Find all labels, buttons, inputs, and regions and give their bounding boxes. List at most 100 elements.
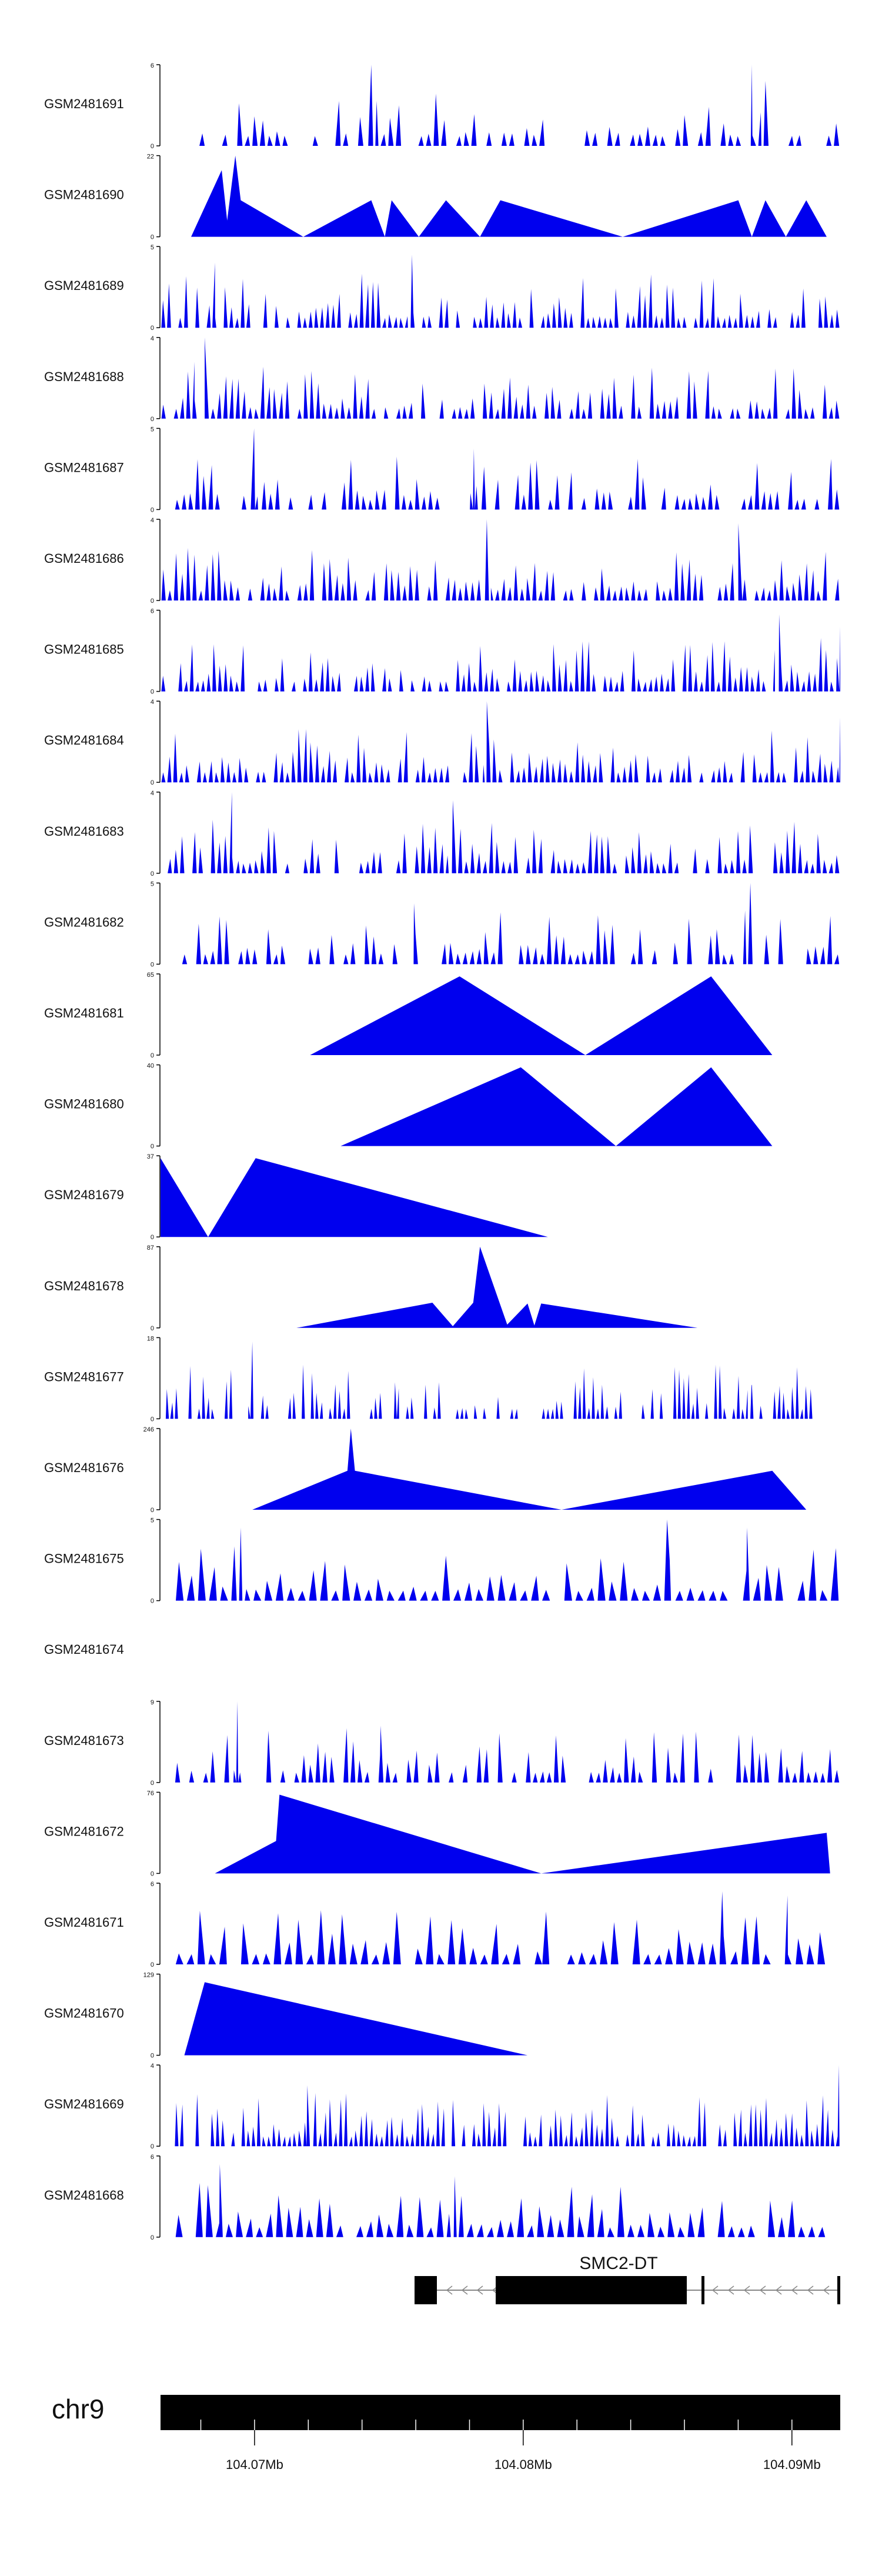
y-tick-label-max: 4 xyxy=(151,790,154,797)
chromosome-axis-track: chr9 104.07Mb 104.08Mb 104.09Mb xyxy=(52,2394,840,2472)
signal-area xyxy=(191,155,827,237)
track-label: GSM2481690 xyxy=(44,188,124,202)
y-tick-label-min: 0 xyxy=(151,1234,154,1241)
track-GSM2481684: GSM2481684 4 0 xyxy=(44,699,844,786)
strand-arrow xyxy=(711,2285,719,2295)
signal-area xyxy=(340,1067,773,1146)
gene-exon xyxy=(701,2276,704,2304)
signal-area xyxy=(174,2065,843,2147)
track-GSM2481686: GSM2481686 4 0 xyxy=(44,517,840,605)
track-label: GSM2481680 xyxy=(44,1097,124,1112)
track-GSM2481685: GSM2481685 6 0 xyxy=(44,608,844,696)
y-tick-label-max: 4 xyxy=(151,517,154,524)
signal-area xyxy=(161,1158,840,1237)
y-tick-label-max: 5 xyxy=(151,244,154,251)
signal-area xyxy=(252,1429,807,1510)
strand-arrow xyxy=(476,2285,483,2295)
track-GSM2481678: GSM2481678 87 0 xyxy=(44,1244,698,1332)
y-tick-label-min: 0 xyxy=(151,1052,154,1059)
x-axis: 104.07Mb 104.08Mb 104.09Mb xyxy=(200,2420,821,2472)
y-tick-label-min: 0 xyxy=(151,416,154,423)
track-label: GSM2481674 xyxy=(44,1642,124,1657)
track-label: GSM2481677 xyxy=(44,1369,124,1384)
track-GSM2481688: GSM2481688 4 0 xyxy=(44,335,840,423)
strand-arrow xyxy=(775,2285,782,2295)
y-tick-label-min: 0 xyxy=(151,1598,154,1605)
track-GSM2481673: GSM2481673 9 0 xyxy=(44,1699,841,1787)
strand-arrow xyxy=(759,2285,766,2295)
strand-arrows xyxy=(446,2285,830,2295)
track-label: GSM2481670 xyxy=(44,2006,124,2021)
signal-area xyxy=(174,883,841,965)
y-tick-label-min: 0 xyxy=(151,1507,154,1514)
y-tick-label-min: 0 xyxy=(151,1143,154,1150)
signal-area xyxy=(174,2164,827,2237)
track-GSM2481681: GSM2481681 65 0 xyxy=(44,972,773,1059)
y-tick-label-max: 6 xyxy=(151,1881,154,1888)
track-label: GSM2481689 xyxy=(44,278,124,293)
track-GSM2481675: GSM2481675 5 0 xyxy=(44,1517,841,1605)
track-label: GSM2481676 xyxy=(44,1460,124,1475)
x-tick-label: 104.09Mb xyxy=(763,2457,821,2472)
track-label: GSM2481668 xyxy=(44,2188,124,2203)
y-tick-label-min: 0 xyxy=(151,1961,154,1968)
track-label: GSM2481691 xyxy=(44,96,124,111)
y-tick-label-max: 6 xyxy=(151,2154,154,2161)
gene-exon xyxy=(415,2276,437,2304)
y-tick-label-min: 0 xyxy=(151,2143,154,2150)
y-tick-label-max: 5 xyxy=(151,880,154,887)
track-GSM2481670: GSM2481670 129 0 xyxy=(44,1972,528,2060)
y-tick-label-min: 0 xyxy=(151,961,154,968)
y-tick-label-min: 0 xyxy=(151,870,154,877)
signal-area xyxy=(215,1794,830,1874)
y-tick-label-min: 0 xyxy=(151,1416,154,1423)
track-GSM2481687: GSM2481687 5 0 xyxy=(44,426,841,513)
y-tick-label-min: 0 xyxy=(151,506,154,513)
y-tick-label-max: 6 xyxy=(151,62,154,69)
gene-annotation-track: SMC2-DT xyxy=(415,2254,840,2304)
track-label: GSM2481671 xyxy=(44,1915,124,1930)
track-GSM2481689: GSM2481689 5 0 xyxy=(44,244,840,332)
signal-area xyxy=(161,519,840,600)
y-tick-label-max: 9 xyxy=(151,1699,154,1706)
strand-arrow xyxy=(743,2285,750,2295)
y-tick-label-min: 0 xyxy=(151,1870,154,1877)
signal-area xyxy=(161,614,844,692)
strand-arrow xyxy=(823,2285,830,2295)
y-tick-label-max: 76 xyxy=(147,1790,154,1797)
track-label: GSM2481686 xyxy=(44,551,124,566)
track-label: GSM2481684 xyxy=(44,733,124,748)
track-label: GSM2481672 xyxy=(44,1824,124,1838)
track-GSM2481679: GSM2481679 37 0 xyxy=(44,1153,840,1241)
strand-arrow xyxy=(807,2285,814,2295)
x-tick-label: 104.07Mb xyxy=(226,2457,283,2472)
track-label: GSM2481687 xyxy=(44,460,124,475)
track-GSM2481682: GSM2481682 5 0 xyxy=(44,880,841,968)
track-GSM2481683: GSM2481683 4 0 xyxy=(44,790,840,877)
track-label: GSM2481678 xyxy=(44,1279,124,1293)
y-tick-label-max: 4 xyxy=(151,335,154,342)
y-tick-label-max: 5 xyxy=(151,1517,154,1524)
signal-area xyxy=(296,1246,698,1328)
strand-arrow xyxy=(461,2285,468,2295)
track-GSM2481671: GSM2481671 6 0 xyxy=(44,1881,827,1968)
track-label: GSM2481688 xyxy=(44,369,124,384)
track-label: GSM2481673 xyxy=(44,1733,124,1748)
track-GSM2481668: GSM2481668 6 0 xyxy=(44,2154,827,2241)
track-GSM2481674: GSM2481674 xyxy=(44,1642,124,1657)
y-tick-label-max: 37 xyxy=(147,1153,154,1160)
y-tick-label-max: 65 xyxy=(147,972,154,979)
y-tick-label-min: 0 xyxy=(151,325,154,332)
track-GSM2481672: GSM2481672 76 0 xyxy=(44,1790,830,1877)
signal-area xyxy=(161,792,840,873)
gene-exon xyxy=(496,2276,687,2304)
track-label: GSM2481675 xyxy=(44,1551,124,1566)
strand-arrow xyxy=(446,2285,453,2295)
track-GSM2481669: GSM2481669 4 0 xyxy=(44,2063,843,2150)
y-tick-label-max: 87 xyxy=(147,1244,154,1252)
y-tick-label-min: 0 xyxy=(151,1325,154,1332)
y-tick-label-min: 0 xyxy=(151,779,154,786)
y-tick-label-max: 18 xyxy=(147,1335,154,1342)
